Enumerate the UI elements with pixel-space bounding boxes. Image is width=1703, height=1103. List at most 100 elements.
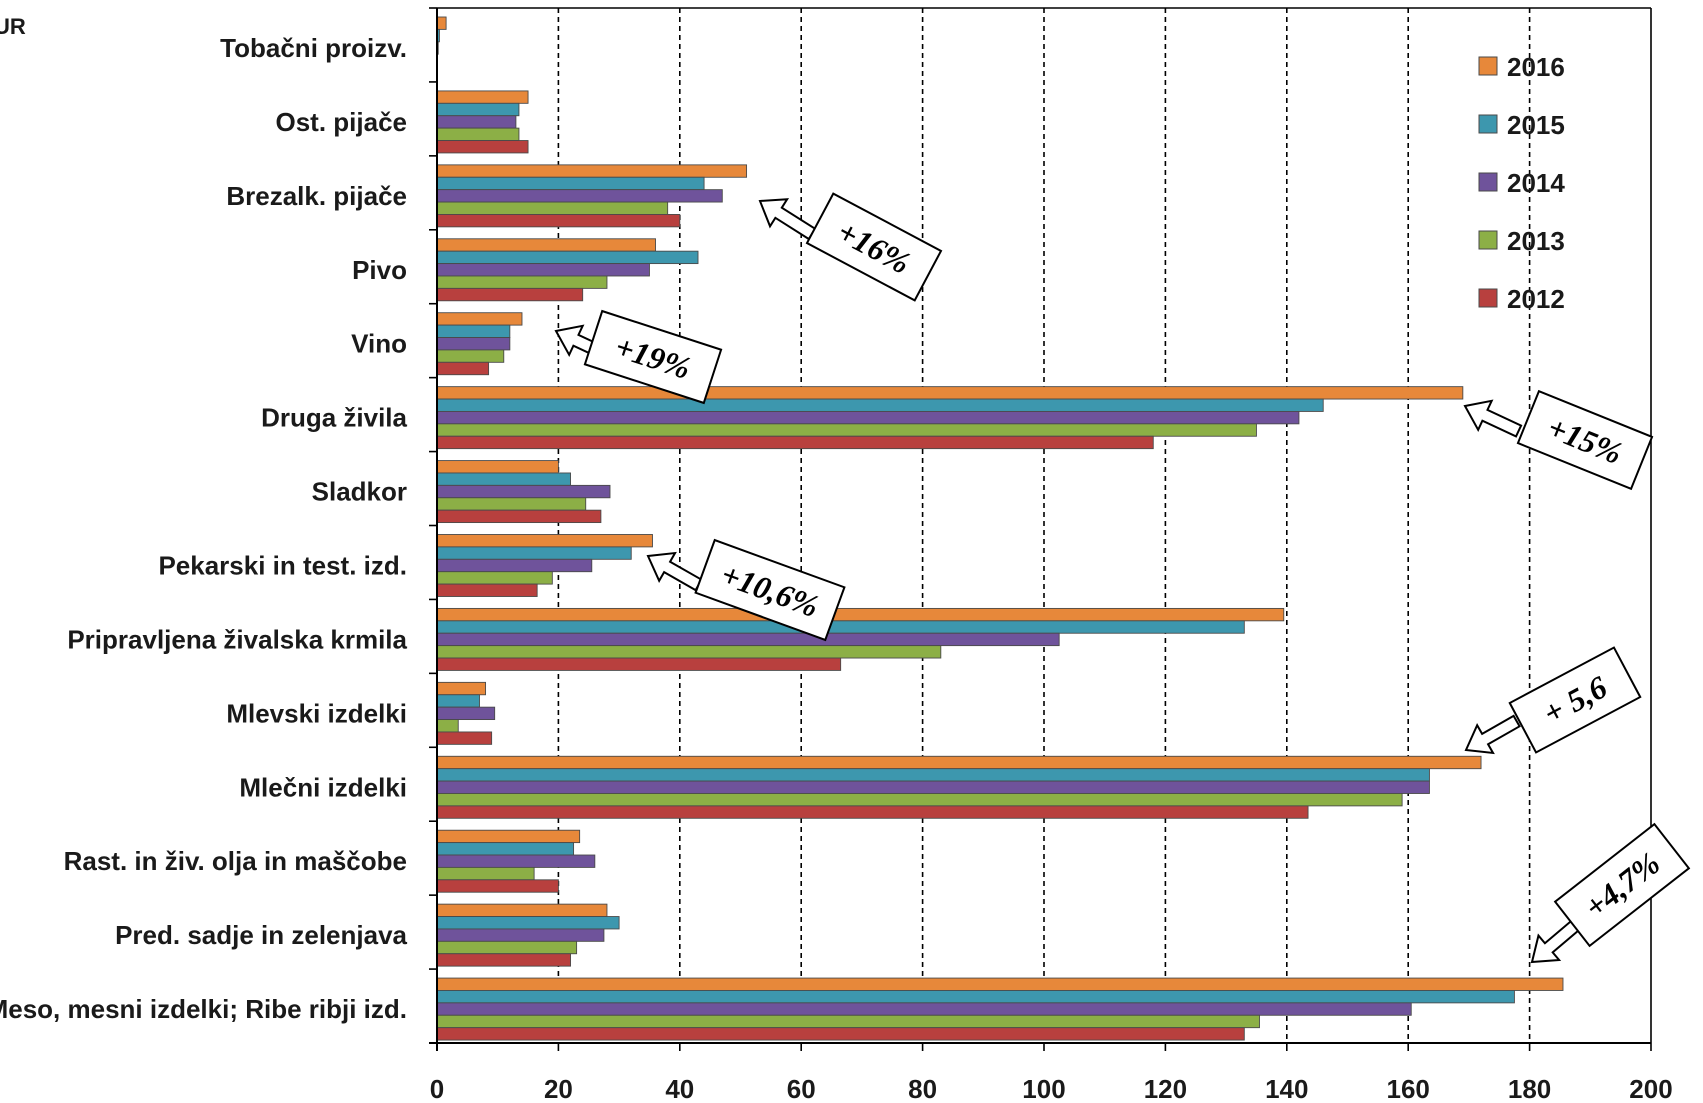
bar-2012-6 — [436, 509, 602, 524]
bar-2015-7 — [436, 546, 632, 560]
annotation-2: +15% — [1463, 389, 1654, 491]
annotation-box-4: + 5,6 — [1508, 646, 1642, 754]
annotation-box-frame-1 — [583, 309, 723, 405]
annotation-4: + 5,6 — [1464, 646, 1642, 755]
annotation-1: +19% — [554, 309, 723, 405]
annotation-box-frame-2 — [1516, 389, 1654, 491]
annotation-box-0: +16% — [805, 192, 943, 302]
bar-2014-13 — [436, 1002, 1412, 1016]
x-tick-label-40: 40 — [665, 1074, 694, 1103]
x-tick-label-60: 60 — [787, 1074, 816, 1103]
bar-2014-8 — [436, 632, 1060, 647]
bar-2014-1 — [436, 115, 517, 129]
bar-2016-3 — [436, 238, 656, 252]
annotation-box-2: +15% — [1516, 389, 1654, 491]
annotation-box-5: +4,7% — [1553, 822, 1691, 948]
category-label-13: Meso, mesni izdelki; Ribe ribji izd. — [0, 994, 407, 1024]
bar-2015-3 — [436, 250, 699, 265]
bar-2012-12 — [436, 953, 571, 967]
axes — [429, 7, 1652, 1051]
legend-label-2016: 2016 — [1507, 52, 1565, 82]
legend-label-2013: 2013 — [1507, 226, 1565, 256]
category-label-6: Sladkor — [312, 477, 407, 507]
bar-2013-1 — [436, 127, 520, 141]
x-tick-labels: 0 20 40 60 80 100 120 140 160 180 200 — [430, 1074, 1673, 1103]
bar-2016-9 — [436, 681, 487, 696]
category-label-12: Pred. sadje in zelenjava — [115, 920, 407, 950]
annotation-5: +4,7% — [1530, 822, 1691, 964]
bar-2013-13 — [436, 1014, 1260, 1029]
annotation-box-frame-0 — [805, 192, 943, 302]
bar-2015-10 — [436, 768, 1430, 782]
category-label-2: Brezalk. pijače — [226, 181, 407, 211]
bar-2014-4 — [436, 337, 511, 351]
bar-2014-7 — [436, 558, 593, 573]
category-label-7: Pekarski in test. izd. — [158, 551, 407, 581]
bar-2016-11 — [436, 829, 581, 844]
legend-swatch-2014 — [1478, 172, 1498, 192]
bar-2013-11 — [436, 866, 535, 881]
bar-2013-12 — [436, 940, 578, 955]
x-tick-label-20: 20 — [544, 1074, 573, 1103]
bar-2016-5 — [436, 386, 1464, 400]
bar-2014-6 — [436, 484, 611, 499]
legend-label-2012: 2012 — [1507, 284, 1565, 314]
bar-2012-4 — [436, 361, 490, 376]
category-label-9: Mlevski izdelki — [226, 698, 407, 728]
bar-2013-6 — [436, 497, 587, 511]
bar-2015-11 — [436, 842, 575, 856]
bar-2016-1 — [436, 90, 529, 104]
x-tick-label-160: 160 — [1387, 1074, 1430, 1103]
bar-2015-5 — [436, 398, 1324, 412]
bar-2012-3 — [436, 287, 584, 302]
category-label-10: Mlečni izdelki — [239, 772, 407, 802]
bar-2014-9 — [436, 706, 496, 721]
bar-2014-12 — [436, 928, 605, 942]
bar-2013-10 — [436, 793, 1403, 807]
bar-2016-8 — [436, 607, 1285, 622]
annotation-box-frame-4 — [1508, 646, 1642, 754]
category-label-1: Ost. pijače — [276, 107, 408, 137]
bar-2012-9 — [436, 731, 493, 745]
grid-lines — [437, 7, 1652, 1043]
bar-2013-9 — [436, 719, 459, 733]
bar-2013-4 — [436, 349, 505, 363]
bar-2016-0 — [436, 16, 447, 30]
bar-2012-5 — [436, 435, 1154, 450]
legend-swatch-2016 — [1478, 56, 1498, 76]
bar-2016-2 — [436, 164, 748, 178]
bar-2015-4 — [436, 324, 511, 338]
bar-2012-2 — [436, 214, 681, 228]
annotation-box-frame-5 — [1553, 822, 1691, 948]
category-label-4: Vino — [351, 329, 407, 359]
bar-2013-3 — [436, 275, 608, 289]
category-label-3: Pivo — [352, 255, 407, 285]
bar-2012-13 — [436, 1027, 1245, 1041]
bar-2014-2 — [436, 189, 723, 203]
bar-2013-2 — [436, 201, 669, 215]
bar-2016-4 — [436, 312, 523, 326]
category-label-5: Druga živila — [261, 403, 407, 433]
x-tick-label-140: 140 — [1265, 1074, 1308, 1103]
unit-label: UR — [0, 14, 26, 39]
annotation-box-1: +19% — [583, 309, 723, 405]
legend-swatch-2012 — [1478, 288, 1498, 308]
bar-2015-12 — [436, 916, 620, 930]
category-label-8: Pripravljena živalska krmila — [67, 624, 407, 654]
x-tick-label-200: 200 — [1629, 1074, 1672, 1103]
bar-2015-2 — [436, 176, 705, 191]
bar-2016-10 — [436, 755, 1482, 770]
legend-label-2015: 2015 — [1507, 110, 1565, 140]
bar-2015-6 — [436, 472, 571, 486]
bar-2014-11 — [436, 854, 596, 868]
bar-2014-10 — [436, 780, 1430, 794]
x-tick-label-80: 80 — [908, 1074, 937, 1103]
bar-2016-13 — [436, 977, 1564, 991]
annotation-0: +16% — [758, 192, 943, 302]
bar-2013-7 — [436, 571, 553, 585]
legend-swatch-2015 — [1478, 114, 1498, 134]
bar-2012-1 — [436, 140, 529, 154]
bar-2012-7 — [436, 583, 538, 597]
bar-2015-8 — [436, 620, 1245, 634]
